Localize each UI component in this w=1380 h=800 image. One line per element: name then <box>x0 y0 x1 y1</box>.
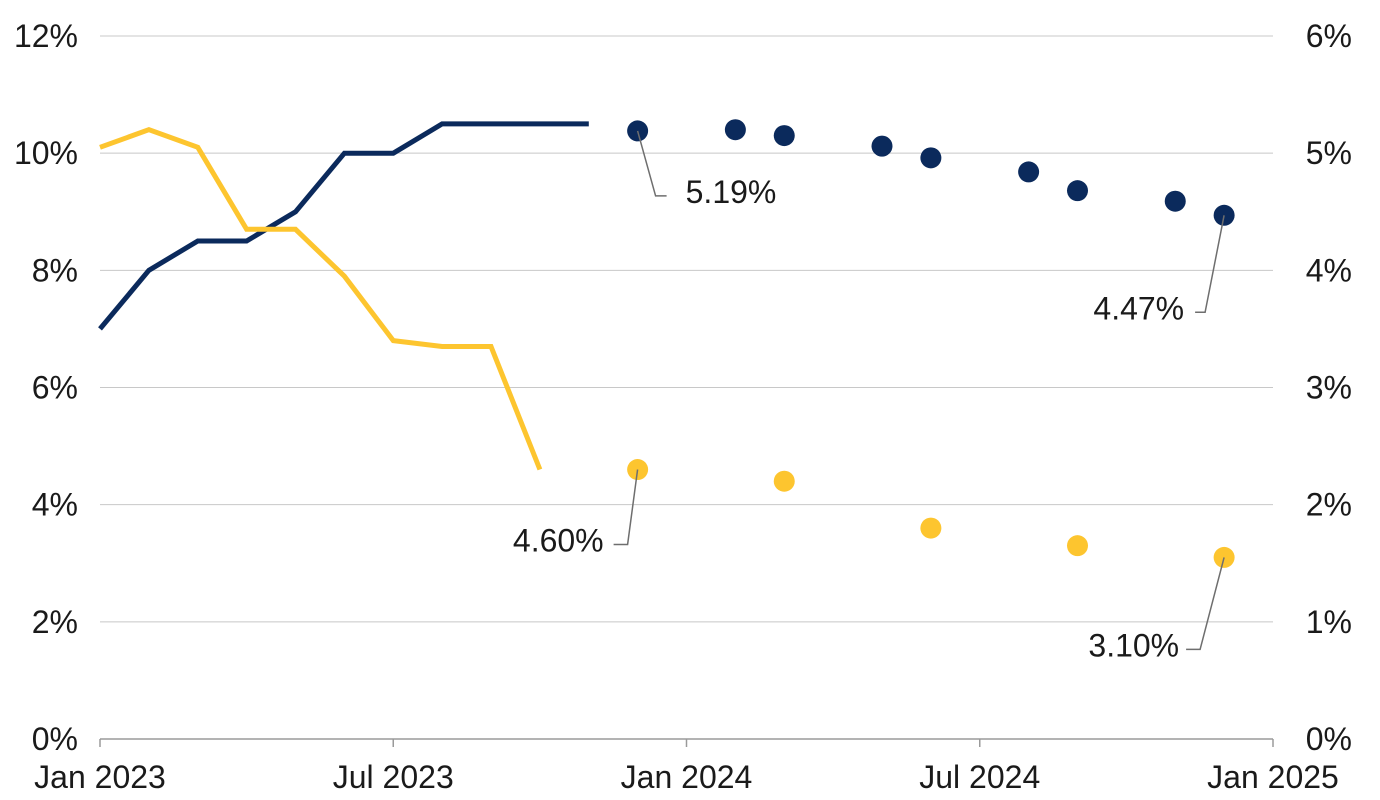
y-right-tick-label: 2% <box>1306 487 1352 523</box>
y-left-tick-label: 8% <box>32 252 78 288</box>
data-label: 3.10% <box>1088 627 1179 663</box>
y-right-tick-label: 6% <box>1306 18 1352 54</box>
data-label: 5.19% <box>686 174 777 210</box>
y-left-tick-label: 2% <box>32 604 78 640</box>
series-dot <box>724 119 746 141</box>
y-right-tick-label: 1% <box>1306 604 1352 640</box>
series-line-2 <box>99 127 543 471</box>
annotation-leader-line <box>636 130 667 197</box>
series <box>98 119 1235 568</box>
series-dot <box>871 135 893 157</box>
series-dot <box>1213 204 1235 226</box>
annotations: 5.19% 4.47% 4.60% 3.10% <box>513 130 1225 663</box>
axes: 0% 2% 4% 6% 8% 10% 12% 0% 1% 2% 3% 4% 5% 6% Jan 2023 Ju… <box>14 18 1352 795</box>
series-dot <box>1067 535 1088 557</box>
y-left-tick-label: 0% <box>32 721 78 757</box>
gridlines <box>100 35 1273 623</box>
x-tick-label: Jan 2024 <box>621 759 753 795</box>
series-dot <box>920 147 942 169</box>
series-dot <box>773 470 795 492</box>
y-left-tick-label: 12% <box>14 18 78 54</box>
y-left-tick-label: 4% <box>32 487 78 523</box>
x-tick-label: Jul 2024 <box>919 759 1040 795</box>
series-dot <box>773 125 795 147</box>
series-dot <box>1067 180 1088 202</box>
y-right-tick-label: 4% <box>1306 252 1352 288</box>
series-dot <box>1164 190 1186 212</box>
series-dot <box>1213 546 1235 568</box>
series-dot <box>920 517 942 539</box>
series-line-0 <box>98 121 589 331</box>
annotation-leader-line <box>613 469 639 546</box>
data-label: 4.60% <box>513 523 604 559</box>
y-left-tick-label: 6% <box>32 370 78 406</box>
x-tick-label: Jul 2023 <box>333 759 454 795</box>
y-left-tick-label: 10% <box>14 135 78 171</box>
y-right-tick-label: 3% <box>1306 370 1352 406</box>
series-dot <box>1018 161 1040 183</box>
y-right-tick-label: 5% <box>1306 135 1352 171</box>
x-tick-label: Jan 2023 <box>34 759 166 795</box>
y-right-tick-label: 0% <box>1306 721 1352 757</box>
annotation-leader-line <box>1195 215 1225 314</box>
data-label: 4.47% <box>1093 290 1184 326</box>
annotation-leader-line <box>1186 557 1225 651</box>
x-tick-label: Jan 2025 <box>1207 759 1339 795</box>
